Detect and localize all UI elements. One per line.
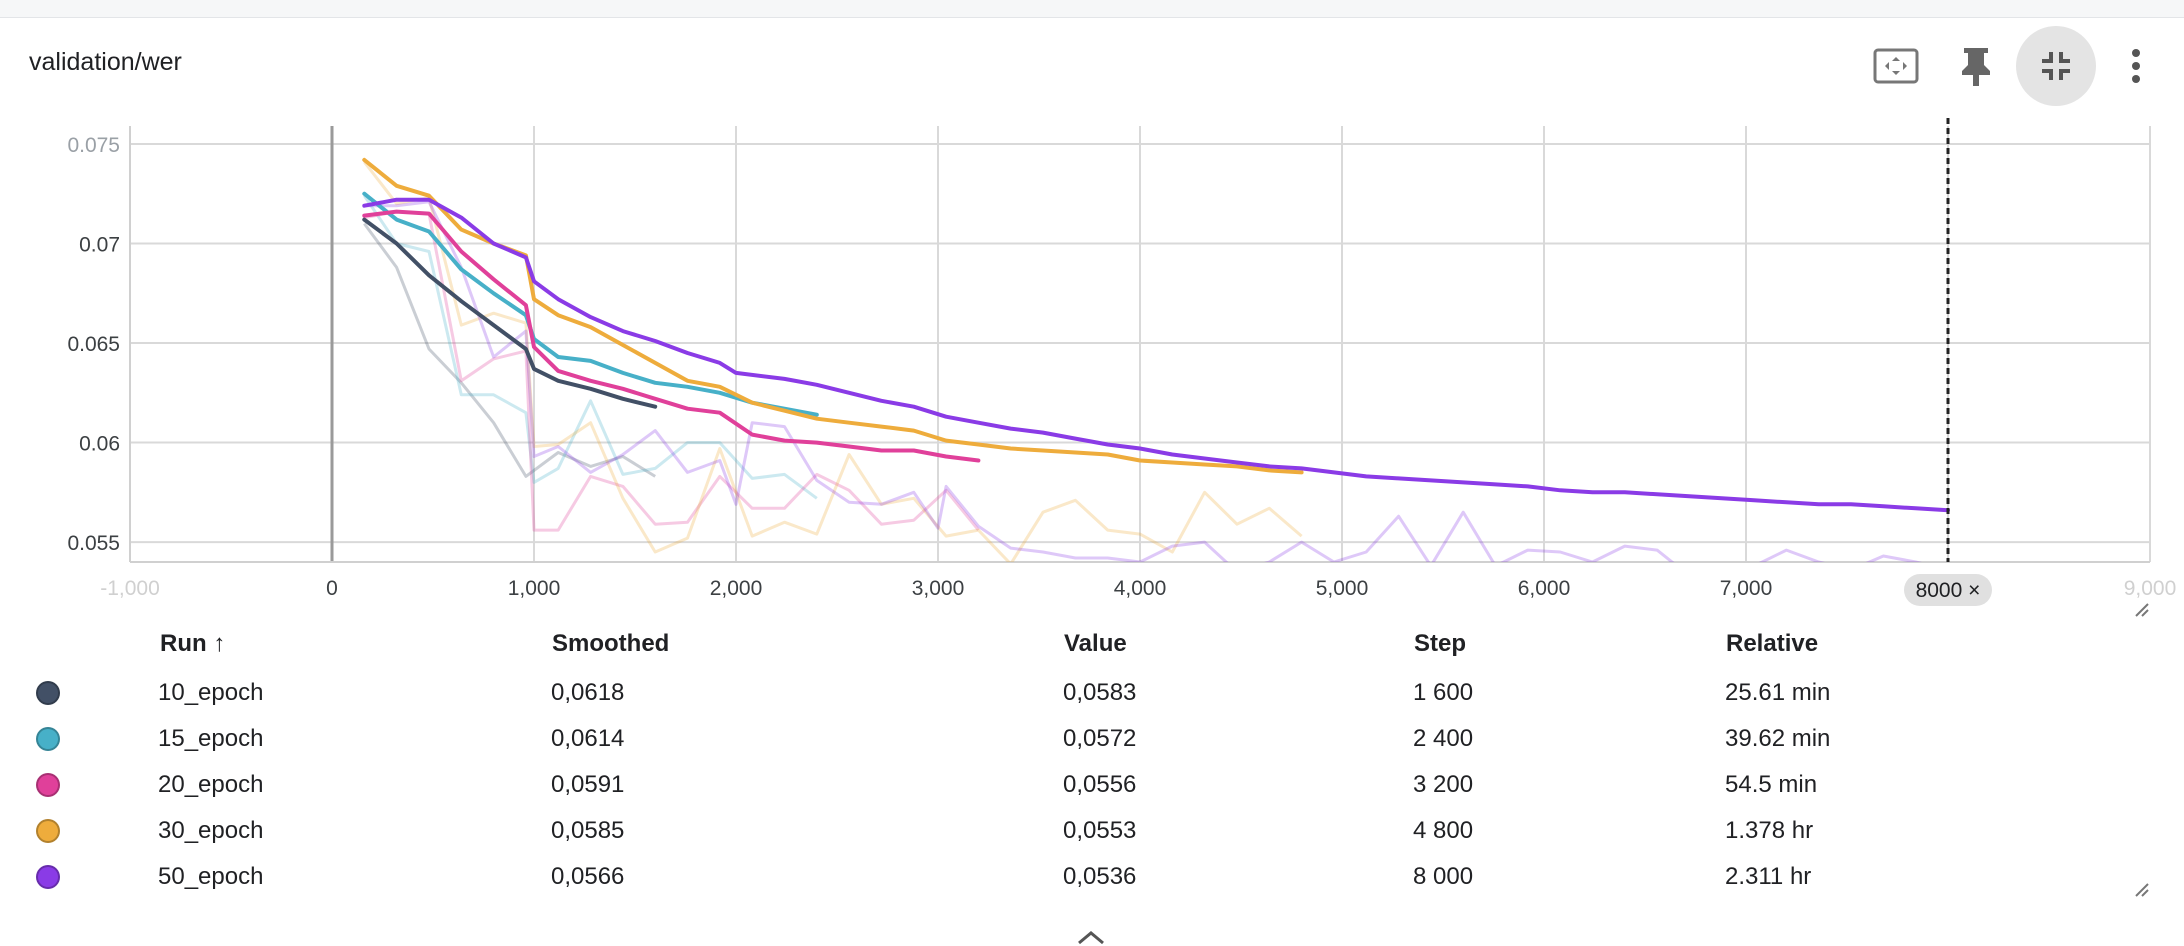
x-tick-label: 5,000 bbox=[1316, 577, 1369, 600]
y-tick-label: 0.06 bbox=[79, 433, 120, 456]
relative-time: 2.311 hr bbox=[1725, 854, 1811, 900]
x-axis-labels: -1,000 0 1,000 2,000 3,000 4,000 5,000 6,000 7,0… bbox=[100, 577, 2176, 600]
x-tick-label: -1,000 bbox=[100, 577, 160, 600]
more-vert-icon bbox=[2130, 48, 2142, 84]
run-color-dot bbox=[36, 727, 60, 751]
x-tick-label: 6,000 bbox=[1518, 577, 1571, 600]
run-name: 30_epoch bbox=[158, 808, 263, 854]
raw-line-50_epoch bbox=[364, 202, 1948, 576]
chevron-up-icon[interactable] bbox=[1076, 928, 1106, 946]
step-value: 1 600 bbox=[1413, 670, 1473, 716]
y-tick-label: 0.075 bbox=[67, 134, 120, 157]
smoothed-value: 0,0614 bbox=[551, 716, 624, 762]
fit-domain-button[interactable] bbox=[1856, 26, 1936, 106]
raw-value: 0,0536 bbox=[1063, 854, 1136, 900]
step-value: 3 200 bbox=[1413, 762, 1473, 808]
pin-button[interactable] bbox=[1936, 26, 2016, 106]
raw-line-15_epoch bbox=[364, 196, 817, 499]
run-name: 20_epoch bbox=[158, 762, 263, 808]
raw-line-10_epoch bbox=[364, 224, 655, 477]
relative-time: 25.61 min bbox=[1725, 670, 1830, 716]
step-value: 4 800 bbox=[1413, 808, 1473, 854]
chart-grid bbox=[130, 126, 2150, 562]
run-color-dot bbox=[36, 819, 60, 843]
y-tick-label: 0.055 bbox=[67, 532, 120, 555]
step-pill-label: 8000 × bbox=[1916, 579, 1981, 602]
raw-value: 0,0583 bbox=[1063, 670, 1136, 716]
x-tick-label: 2,000 bbox=[710, 577, 763, 600]
legend-row: 50_epoch 0,0566 0,0536 8 000 2.311 hr bbox=[0, 854, 2184, 900]
legend-row: 20_epoch 0,0591 0,0556 3 200 54.5 min bbox=[0, 762, 2184, 808]
step-value: 8 000 bbox=[1413, 854, 1473, 900]
step-value: 2 400 bbox=[1413, 716, 1473, 762]
collapse-icon bbox=[2039, 49, 2073, 83]
y-tick-label: 0.065 bbox=[67, 333, 120, 356]
smoothed-value: 0,0566 bbox=[551, 854, 624, 900]
line-chart[interactable]: 0.055 0.06 0.065 0.07 0.075 -1,000 0 1,000 2,00… bbox=[0, 110, 2184, 620]
pin-icon bbox=[1958, 45, 1994, 87]
collapse-button[interactable] bbox=[2016, 26, 2096, 106]
smoothed-value: 0,0585 bbox=[551, 808, 624, 854]
legend-row: 30_epoch 0,0585 0,0553 4 800 1.378 hr bbox=[0, 808, 2184, 854]
legend-row: 15_epoch 0,0614 0,0572 2 400 39.62 min bbox=[0, 716, 2184, 762]
hover-cursor: 8000 × bbox=[1904, 118, 1992, 606]
x-tick-label: 7,000 bbox=[1720, 577, 1773, 600]
x-tick-label: 1,000 bbox=[508, 577, 561, 600]
header-smoothed: Smoothed bbox=[552, 630, 669, 658]
more-button[interactable] bbox=[2096, 26, 2176, 106]
smoothed-value: 0,0591 bbox=[551, 762, 624, 808]
raw-value: 0,0553 bbox=[1063, 808, 1136, 854]
smoothed-line-20_epoch bbox=[364, 212, 978, 461]
header-step: Step bbox=[1414, 630, 1466, 658]
top-bar bbox=[0, 0, 2184, 18]
run-color-dot bbox=[36, 865, 60, 889]
smoothed-value: 0,0618 bbox=[551, 670, 624, 716]
smoothed-series-group bbox=[364, 160, 1948, 510]
raw-value: 0,0572 bbox=[1063, 716, 1136, 762]
raw-line-30_epoch bbox=[364, 162, 1301, 564]
y-tick-label: 0.07 bbox=[79, 233, 120, 256]
x-tick-label: 3,000 bbox=[912, 577, 965, 600]
run-color-dot bbox=[36, 681, 60, 705]
legend-row: 10_epoch 0,0618 0,0583 1 600 25.61 min bbox=[0, 670, 2184, 716]
relative-time: 54.5 min bbox=[1725, 762, 1817, 808]
relative-time: 1.378 hr bbox=[1725, 808, 1813, 854]
x-tick-label: 4,000 bbox=[1114, 577, 1167, 600]
raw-series-group bbox=[364, 162, 1948, 576]
fit-domain-icon bbox=[1873, 46, 1919, 86]
run-name: 50_epoch bbox=[158, 854, 263, 900]
header-run[interactable]: Run ↑ bbox=[160, 630, 225, 658]
relative-time: 39.62 min bbox=[1725, 716, 1830, 762]
resize-handle-icon[interactable] bbox=[2134, 602, 2150, 618]
x-tick-label: 9,000 bbox=[2124, 577, 2177, 600]
x-tick-label: 0 bbox=[326, 577, 338, 600]
y-axis-labels: 0.055 0.06 0.065 0.07 0.075 bbox=[67, 134, 120, 555]
run-name: 10_epoch bbox=[158, 670, 263, 716]
header-value: Value bbox=[1064, 630, 1127, 658]
card-title: validation/wer bbox=[29, 48, 182, 77]
run-color-dot bbox=[36, 773, 60, 797]
resize-handle-icon[interactable] bbox=[2134, 882, 2150, 898]
header-relative: Relative bbox=[1726, 630, 1818, 658]
raw-value: 0,0556 bbox=[1063, 762, 1136, 808]
run-name: 15_epoch bbox=[158, 716, 263, 762]
